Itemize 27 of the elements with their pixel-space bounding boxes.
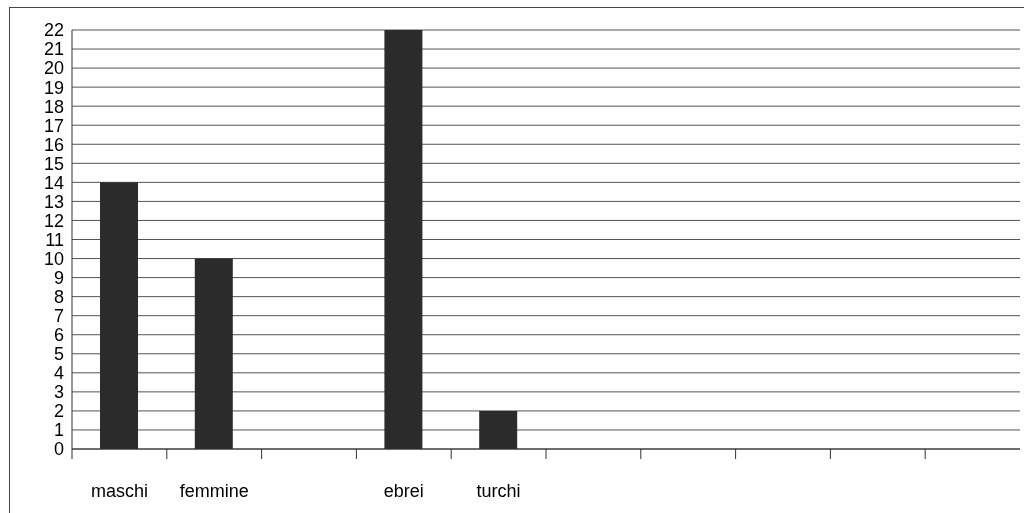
y-tick-label: 0 <box>53 439 64 460</box>
y-tick-label: 14 <box>43 172 64 193</box>
y-tick-label: 12 <box>43 210 64 231</box>
y-tick-label: 1 <box>53 420 64 441</box>
y-tick-label: 15 <box>43 153 64 174</box>
y-tick-label: 9 <box>53 267 64 288</box>
x-tick-label: ebrei <box>383 481 424 501</box>
y-tick-label: 8 <box>53 287 64 308</box>
y-tick-label: 20 <box>43 58 64 79</box>
x-tick-label: turchi <box>476 481 521 501</box>
y-tick-label: 10 <box>43 248 64 269</box>
y-tick-label: 19 <box>43 77 64 98</box>
y-tick-label: 3 <box>53 382 64 403</box>
y-tick-label: 5 <box>53 344 64 365</box>
y-tick-label: 18 <box>43 96 64 117</box>
y-tick-label: 6 <box>53 325 64 346</box>
x-tick-label: maschi <box>90 481 148 501</box>
x-tick-label: femmine <box>179 481 249 501</box>
y-tick-label: 16 <box>43 134 64 155</box>
y-tick-label: 17 <box>43 115 64 136</box>
y-tick-label: 22 <box>43 20 64 41</box>
y-tick-label: 7 <box>53 306 64 327</box>
y-tick-label: 2 <box>53 401 64 422</box>
y-tick-label: 4 <box>53 363 64 384</box>
y-tick-label: 13 <box>43 191 64 212</box>
y-tick-label: 21 <box>43 39 64 60</box>
y-tick-label: 11 <box>45 229 64 250</box>
